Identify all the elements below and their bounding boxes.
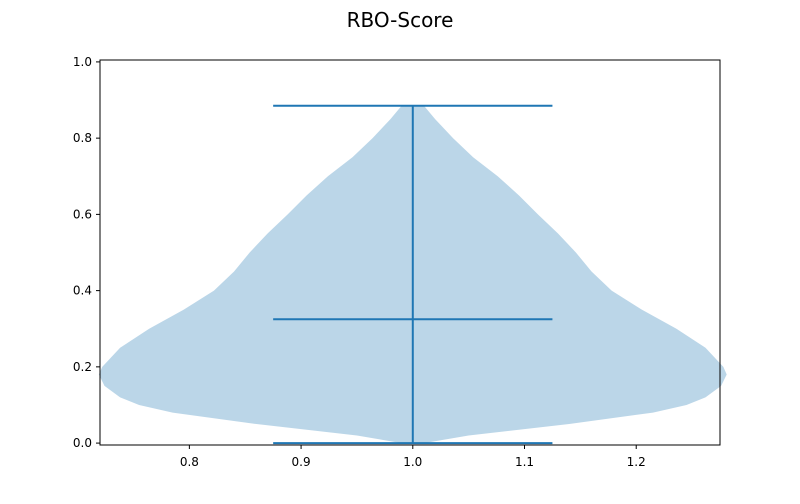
x-tick-label: 1.2: [627, 455, 646, 469]
x-tick-label: 1.1: [515, 455, 534, 469]
y-tick-label: 0.4: [73, 284, 92, 298]
chart-title: RBO-Score: [347, 8, 454, 32]
x-tick-label: 0.8: [180, 455, 199, 469]
x-tick-label: 1.0: [403, 455, 422, 469]
x-tick-label: 0.9: [292, 455, 311, 469]
plot-area: 0.8 0.9 1.0 1.1 1.2 0.0 0.2 0.4 0.6 0.8 1.0: [73, 55, 727, 469]
y-tick-label: 0.0: [73, 436, 92, 450]
y-tick-label: 0.6: [73, 207, 92, 221]
y-tick-label: 0.8: [73, 131, 92, 145]
axes-frame: [99, 59, 721, 446]
y-tick-label: 1.0: [73, 55, 92, 69]
y-tick-label: 0.2: [73, 360, 92, 374]
